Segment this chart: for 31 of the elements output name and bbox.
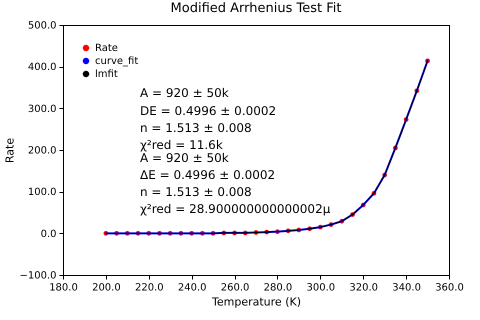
annotation: χ²red = 28.900000000000002µ	[140, 202, 331, 216]
annotation: DE = 0.4996 ± 0.0002	[140, 104, 276, 118]
legend-label: lmfit	[95, 69, 118, 80]
legend-label: Rate	[95, 43, 118, 54]
x-tick-label: 240.0	[178, 282, 206, 294]
annotation: n = 1.513 ± 0.008	[140, 121, 252, 135]
annotation: χ²red = 11.6k	[140, 138, 223, 152]
y-tick-label: 400.0	[28, 62, 56, 74]
x-tick-label: 340.0	[392, 282, 421, 294]
y-tick-label: 0.0	[40, 228, 56, 240]
x-tick-label: 360.0	[435, 282, 464, 294]
annotation: A = 920 ± 50k	[140, 86, 229, 100]
y-tick-label: 200.0	[28, 146, 56, 156]
chart-title: Modified Arrhenius Test Fit	[170, 1, 342, 16]
x-axis-title: Temperature (K)	[211, 296, 301, 308]
annotation: A = 920 ± 50k	[140, 151, 229, 165]
y-axis-title: Rate	[3, 138, 16, 164]
annotation: n = 1.513 ± 0.008	[140, 185, 252, 199]
y-tick-label: 500.0	[28, 20, 56, 32]
x-tick-label: 220.0	[134, 282, 164, 294]
legend-label: curve_fit	[95, 56, 138, 67]
x-tick-label: 280.0	[264, 282, 292, 294]
y-tick-label: 100.0	[28, 187, 56, 198]
annotation: ΔE = 0.4996 ± 0.0002	[140, 168, 276, 182]
x-tick-label: 320.0	[349, 282, 378, 294]
y-tick-label: 300.0	[28, 104, 56, 115]
x-tick-label: 260.0	[220, 282, 250, 294]
x-tick-label: 300.0	[306, 282, 336, 294]
y-tick-label: −100.0	[19, 270, 56, 282]
x-tick-label: 200.0	[92, 282, 121, 294]
x-tick-label: 180.0	[49, 282, 78, 294]
